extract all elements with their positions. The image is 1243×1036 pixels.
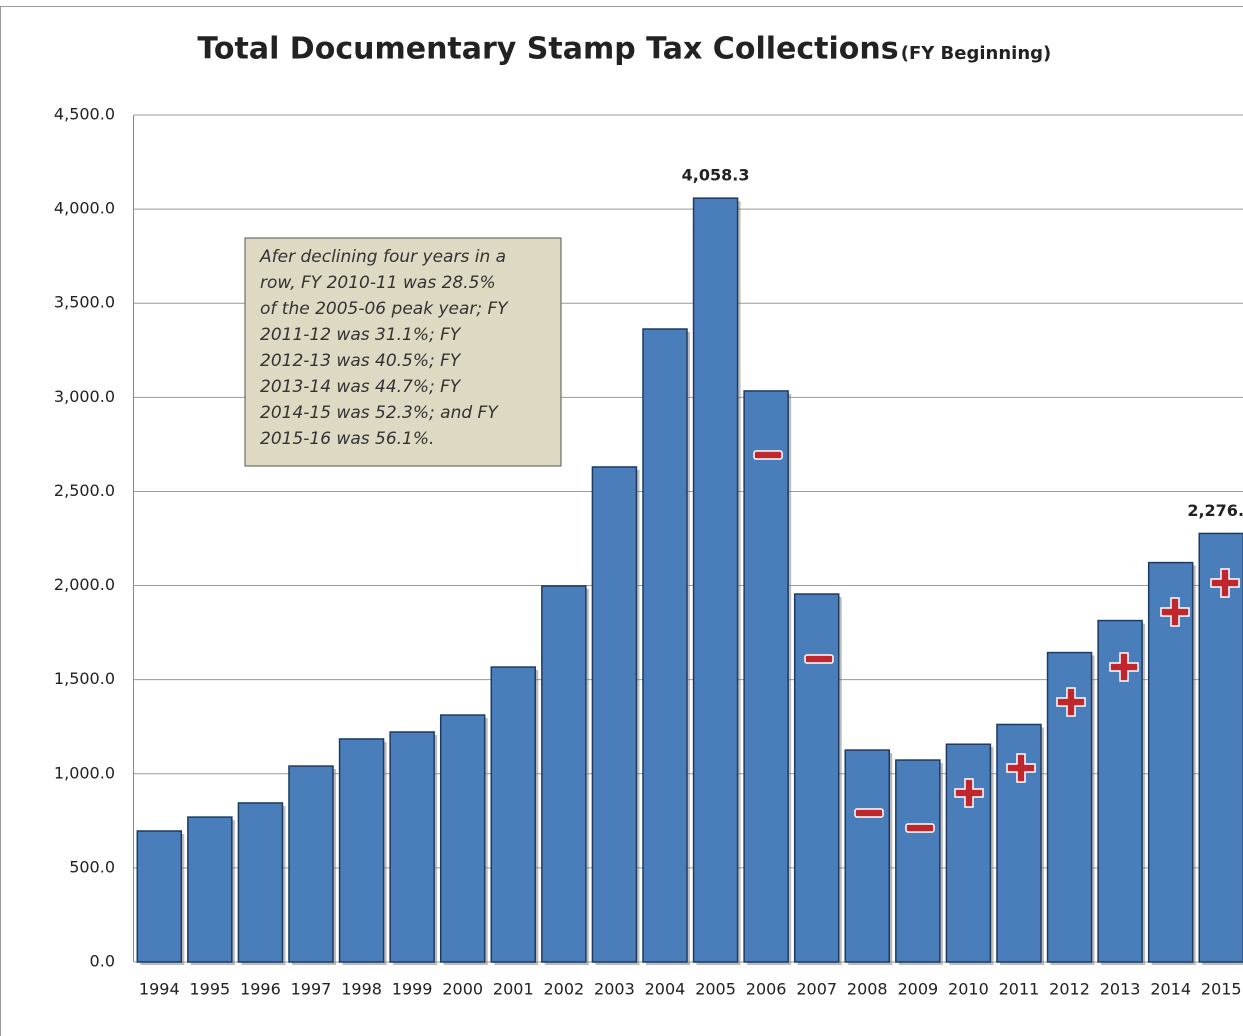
y-tick-label: 3,000.0 [54,387,115,406]
data-label: 2,276.9 [1187,501,1243,520]
x-tick-label: 2006 [746,980,787,999]
x-tick-label: 2002 [543,980,584,999]
bar [1198,532,1243,963]
y-tick-label: 1,500.0 [54,669,115,688]
x-tick-label: 2007 [796,980,837,999]
y-tick-label: 0.0 [90,952,115,971]
annotation-line: 2011-12 was 31.1%; FY [260,325,462,345]
data-label: 4,058.3 [682,166,750,185]
x-tick-label: 2014 [1150,980,1191,999]
bars: 4,058.3 2,276.9 [136,166,1243,965]
annotation-box [244,237,562,467]
bar [187,816,233,963]
x-tick-label: 1998 [341,980,382,999]
x-tick-label: 2010 [948,980,989,999]
plus-sign [1006,753,1036,783]
bar [136,830,183,963]
annotation-line: row, FY 2010-11 was 28.5% [260,273,496,293]
y-tick-label: 3,500.0 [54,293,115,312]
annotation-line: 2014-15 was 52.3%; and FY [260,403,499,423]
x-tick-label: 1995 [189,980,230,999]
x-tick-label: 2001 [493,980,534,999]
minus-sign [854,808,884,818]
bar [743,390,789,963]
bar [844,749,891,963]
x-tick-label: 2008 [847,980,888,999]
bar [490,666,537,963]
annotation-line: Afer declining four years in a [259,247,506,267]
bar [895,759,941,963]
bar [591,466,638,963]
minus-sign [804,654,834,664]
plus-sign [1056,687,1086,717]
bar [389,731,435,963]
bar [338,738,385,963]
x-tick-label: 2004 [645,980,686,999]
bar [945,743,992,963]
chart-subtitle: (FY Beginning) [901,43,1052,64]
signs [753,450,1240,833]
annotation-line: 2012-13 was 40.5%; FY [260,351,462,371]
x-tick-label: 2013 [1100,980,1141,999]
chart-title: Total Documentary Stamp Tax Collections [197,32,898,67]
y-tick-label: 4,000.0 [54,199,115,218]
minus-sign [753,450,783,460]
y-tick-label: 1,000.0 [54,763,115,782]
x-tick-label: 1996 [240,980,281,999]
annotation-line: of the 2005-06 peak year; FY [260,299,509,319]
y-tick-label: 2,500.0 [54,481,115,500]
x-tick-label: 2005 [695,980,736,999]
bar [793,593,840,963]
x-tick-label: 2003 [594,980,635,999]
x-tick-label: 2012 [1049,980,1090,999]
minus-sign [905,823,935,833]
x-tick-label: 2011 [999,980,1040,999]
plus-sign [1210,568,1240,598]
bar [541,585,587,963]
plus-sign [1160,597,1190,627]
y-tick-label: 500.0 [69,857,115,876]
y-tick-label: 2,000.0 [54,575,115,594]
bar [1147,561,1194,963]
y-tick-label: 4,500.0 [54,105,115,124]
annotation-line: 2015-16 was 56.1%. [260,429,434,449]
bar [439,714,486,963]
x-tick-label: 1997 [291,980,332,999]
bar [642,328,688,963]
x-tick-label: 2015 [1201,980,1242,999]
x-tick-label: 2000 [442,980,483,999]
annotation-line: 2013-14 was 44.7%; FY [260,377,462,397]
x-tick-label: 2009 [897,980,938,999]
bar [288,765,334,963]
plus-sign [1109,652,1139,682]
bar [237,802,284,963]
bar [692,197,739,963]
x-tick-label: 1994 [139,980,180,999]
x-tick-label: 1999 [392,980,433,999]
annotation: Afer declining four years in a row, FY 20… [259,247,509,449]
plus-sign [954,778,984,808]
